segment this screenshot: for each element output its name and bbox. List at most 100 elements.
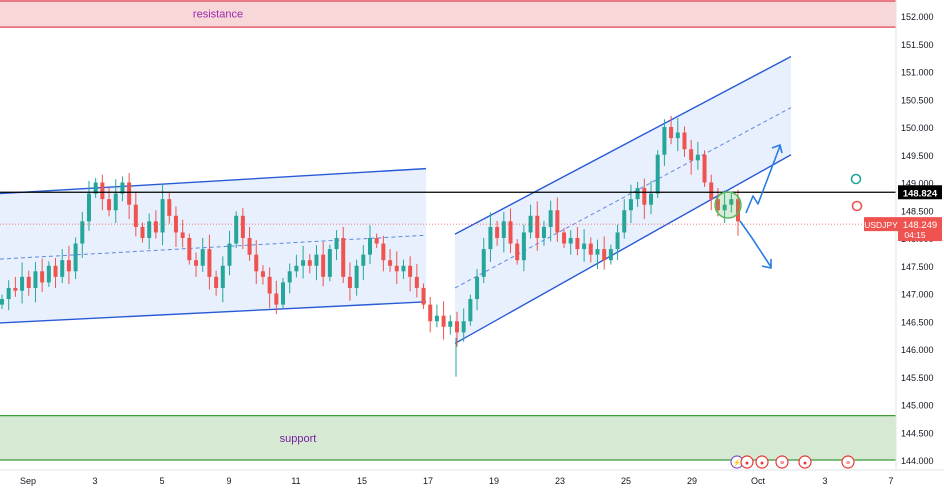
candle-body — [134, 205, 138, 227]
y-tick-label: 146.500 — [901, 317, 934, 327]
x-tick-label: 3 — [822, 476, 827, 486]
candle-body — [7, 288, 11, 299]
candle-body — [555, 210, 559, 232]
candle-body — [54, 266, 58, 277]
candle-body — [0, 299, 4, 305]
candle-body — [60, 260, 64, 277]
x-tick-label: 29 — [687, 476, 697, 486]
event-icon[interactable]: ● — [741, 456, 753, 468]
candle-body — [335, 238, 339, 249]
candle-body — [676, 133, 680, 139]
sell-marker-icon — [853, 202, 862, 211]
candle-body — [709, 183, 713, 200]
event-icon-glyph: ≡ — [780, 460, 784, 467]
candle-body — [589, 244, 593, 255]
highlight-circle — [715, 192, 741, 218]
candle-body — [488, 227, 492, 249]
y-tick-label: 147.000 — [901, 290, 934, 300]
candle-body — [636, 188, 640, 199]
candle-body — [261, 271, 265, 277]
candle-body — [234, 216, 238, 244]
candle-body — [207, 249, 211, 277]
candle-body — [187, 238, 191, 260]
us-flag-icon[interactable]: ≡ — [842, 456, 854, 468]
event-icon[interactable]: ● — [756, 456, 768, 468]
candle-body — [67, 260, 71, 271]
candle-body — [542, 227, 546, 238]
key-level-label: 148.824 — [903, 188, 938, 199]
y-tick-label: 145.000 — [901, 401, 934, 411]
candle-body — [47, 266, 51, 283]
candle-body — [602, 249, 606, 260]
candle-body — [509, 221, 513, 243]
candle-body — [227, 244, 231, 266]
y-tick-label: 146.000 — [901, 345, 934, 355]
y-tick-label: 147.500 — [901, 262, 934, 272]
candle-body — [475, 277, 479, 299]
candle-body — [74, 244, 78, 272]
event-icon-glyph: ⚡ — [733, 458, 742, 467]
candle-body — [448, 321, 452, 327]
candle-body — [114, 194, 118, 211]
candle-body — [468, 299, 472, 321]
candle-body — [328, 249, 332, 277]
candle-body — [13, 288, 17, 291]
candle-body — [642, 188, 646, 205]
candle-body — [194, 260, 198, 266]
candle-body — [408, 266, 412, 277]
candle-body — [669, 127, 673, 138]
x-tick-label: 25 — [621, 476, 631, 486]
candle-body — [682, 133, 686, 150]
symbol-label: USDJPY — [864, 220, 898, 230]
y-tick-label: 150.000 — [901, 123, 934, 133]
us-flag-icon[interactable]: ≡ — [776, 456, 788, 468]
candle-body — [689, 149, 693, 160]
candle-body — [462, 321, 466, 332]
candle-body — [33, 271, 37, 288]
candle-body — [569, 238, 573, 244]
candle-body — [127, 183, 131, 205]
candle-body — [80, 221, 84, 243]
y-tick-label: 151.000 — [901, 68, 934, 78]
candle-body — [609, 249, 613, 260]
candle-body — [321, 255, 325, 277]
right-channel-mid-line — [455, 108, 791, 288]
candle-body — [395, 266, 399, 272]
candle-body — [575, 238, 579, 249]
candle-body — [629, 199, 633, 210]
candle-body — [415, 277, 419, 288]
candle-body — [254, 255, 258, 272]
countdown-label: 04:15 — [904, 230, 926, 240]
candle-body — [703, 155, 707, 183]
x-tick-label: 7 — [888, 476, 893, 486]
candle-body — [274, 294, 278, 305]
candle-body — [348, 277, 352, 288]
x-tick-label: Sep — [20, 476, 36, 486]
candle-body — [495, 227, 499, 238]
candle-body — [281, 282, 285, 304]
y-tick-label: 149.500 — [901, 151, 934, 161]
candle-body — [515, 244, 519, 261]
y-tick-label: 145.500 — [901, 373, 934, 383]
y-tick-label: 144.500 — [901, 428, 934, 438]
x-tick-label: 5 — [159, 476, 164, 486]
candle-body — [87, 194, 91, 222]
candle-body — [20, 277, 24, 291]
candle-body — [388, 260, 392, 266]
candle-body — [381, 244, 385, 261]
candle-body — [181, 232, 185, 238]
y-tick-label: 148.500 — [901, 206, 934, 216]
candle-body — [341, 238, 345, 277]
x-tick-label: 17 — [423, 476, 433, 486]
candle-body — [428, 305, 432, 322]
candle-body — [241, 216, 245, 238]
candle-body — [422, 288, 426, 305]
candle-body — [595, 249, 599, 255]
candle-body — [401, 266, 405, 272]
x-tick-label: 15 — [357, 476, 367, 486]
candle-body — [100, 183, 104, 200]
event-icon[interactable]: ● — [799, 456, 811, 468]
candle-body — [40, 271, 44, 282]
candle-body — [27, 277, 31, 288]
